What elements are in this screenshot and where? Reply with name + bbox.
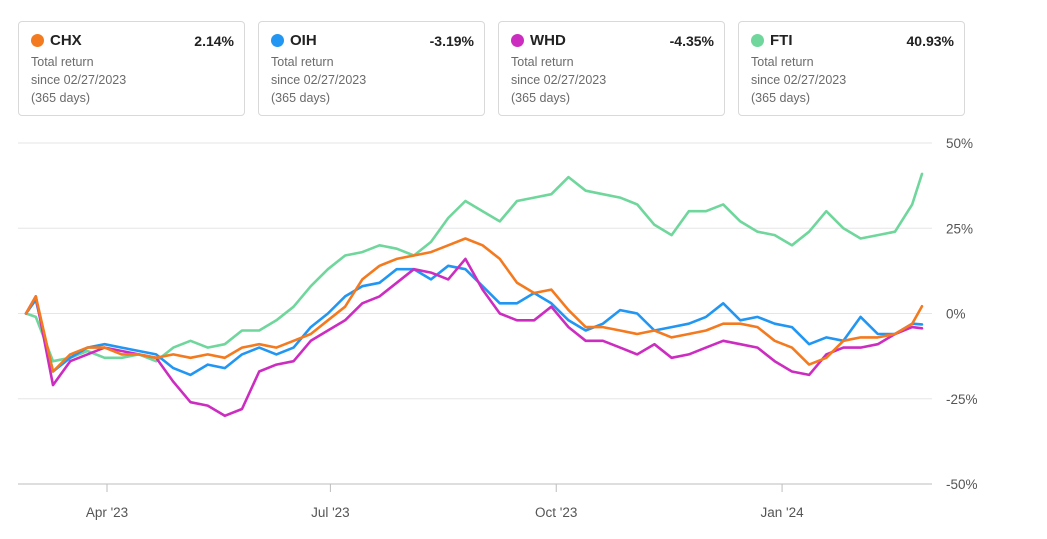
x-tick-label: Jul '23 [311, 505, 350, 520]
x-axis: Apr '23 Jul '23 Oct '23 Jan '24 [86, 484, 804, 520]
total-return-value: 40.93% [906, 32, 954, 49]
total-return-value: -3.19% [429, 32, 474, 49]
y-tick-label: 0% [946, 307, 966, 322]
series-lines [24, 172, 924, 418]
y-tick-label: -25% [946, 392, 978, 407]
y-tick-label: 50% [946, 136, 973, 151]
series-color-dot [751, 34, 764, 47]
ticker-label: FTI [770, 32, 793, 49]
legend-cards: CHX 2.14% Total return since 02/27/2023 … [18, 21, 965, 116]
ticker-label: CHX [50, 32, 82, 49]
series-line-whd[interactable] [24, 257, 924, 418]
legend-card-oih[interactable]: OIH -3.19% Total return since 02/27/2023… [258, 21, 485, 116]
x-tick-label: Apr '23 [86, 505, 128, 520]
series-color-dot [31, 34, 44, 47]
legend-card-whd[interactable]: WHD -4.35% Total return since 02/27/2023… [498, 21, 725, 116]
period-days: (365 days) [751, 91, 811, 105]
y-tick-label: -50% [946, 477, 978, 492]
total-return-label: Total return [511, 55, 574, 69]
since-date: since 02/27/2023 [511, 73, 607, 87]
total-return-label: Total return [271, 55, 334, 69]
x-tick-label: Jan '24 [761, 505, 805, 520]
total-return-value: -4.35% [669, 32, 714, 49]
y-tick-label: 25% [946, 221, 973, 236]
since-date: since 02/27/2023 [31, 73, 127, 87]
series-color-dot [511, 34, 524, 47]
since-date: since 02/27/2023 [751, 73, 847, 87]
total-return-label: Total return [31, 55, 94, 69]
grid-lines [18, 142, 932, 485]
ticker-label: WHD [530, 32, 566, 49]
period-days: (365 days) [511, 91, 571, 105]
period-days: (365 days) [271, 91, 331, 105]
series-line-fti[interactable] [24, 172, 924, 363]
total-return-label: Total return [751, 55, 814, 69]
period-days: (365 days) [31, 91, 91, 105]
total-return-value: 2.14% [194, 32, 234, 49]
x-tick-label: Oct '23 [535, 505, 577, 520]
ticker-label: OIH [290, 32, 317, 49]
series-color-dot [271, 34, 284, 47]
legend-card-fti[interactable]: FTI 40.93% Total return since 02/27/2023… [738, 21, 965, 116]
series-line-oih[interactable] [24, 264, 924, 377]
series-line-chx[interactable] [24, 237, 924, 373]
y-axis-labels: 50% 25% 0% -25% -50% [946, 136, 978, 492]
legend-card-chx[interactable]: CHX 2.14% Total return since 02/27/2023 … [18, 21, 245, 116]
since-date: since 02/27/2023 [271, 73, 367, 87]
